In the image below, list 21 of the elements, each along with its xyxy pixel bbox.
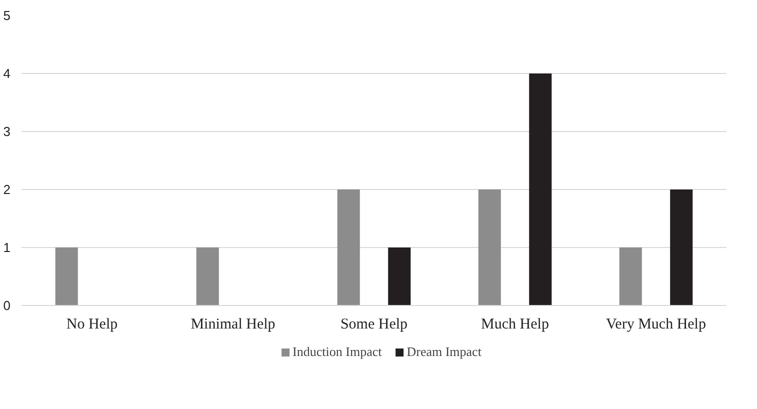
y-tick-label: 2: [3, 182, 11, 197]
legend-label: Dream Impact: [406, 344, 482, 360]
bar: [55, 248, 78, 306]
x-tick-label: Minimal Help: [190, 316, 276, 332]
x-tick-label: Some Help: [340, 316, 408, 332]
y-tick-label: 0: [3, 298, 11, 313]
bar: [388, 248, 411, 306]
x-tick-label: No Help: [66, 316, 118, 332]
y-tick-label: 3: [3, 124, 11, 139]
bar: [337, 190, 360, 306]
bar: [670, 190, 693, 306]
y-tick-label: 5: [3, 8, 11, 23]
y-tick-label: 4: [3, 66, 11, 81]
bar: [478, 190, 501, 306]
legend-label: Induction Impact: [292, 344, 382, 360]
x-tick-label: Much Help: [481, 316, 549, 332]
y-tick-label: 1: [3, 240, 11, 255]
x-tick-label: Very Much Help: [606, 316, 706, 332]
bar: [619, 248, 642, 306]
bar: [529, 74, 552, 306]
bar: [196, 248, 219, 306]
